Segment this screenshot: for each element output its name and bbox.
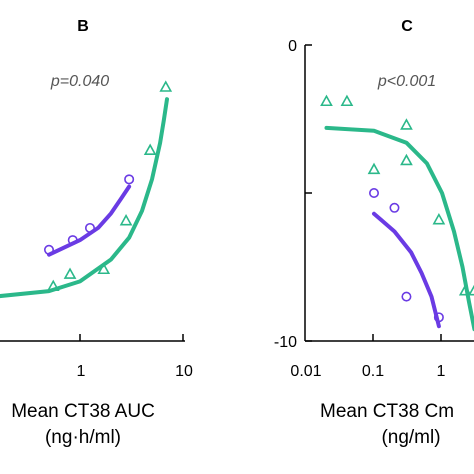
panel-c-fit-line-triangle [324, 125, 474, 332]
panel-c-point-circle [389, 202, 400, 213]
panel-c-x-tick-label: 0.01 [290, 363, 321, 380]
panel-b-x-tick-label: 1 [77, 363, 86, 380]
panel-c-point-triangle [400, 118, 413, 130]
panel-c-point-triangle [320, 94, 333, 107]
panel-b-x-label-unit: (ng·h/ml) [45, 427, 121, 448]
panel-b-point-triangle [97, 262, 111, 275]
panel-c-x-tick-label: 0.1 [362, 363, 384, 380]
panel-c-point-circle [401, 291, 412, 302]
panel-c-x-label: Mean CT38 Cm [320, 401, 454, 422]
panel-c-letter: C [401, 18, 413, 35]
panel-b-point-triangle [159, 80, 173, 92]
panel-c-y-tick-label: -10 [274, 334, 297, 351]
panel-c-point-triangle [432, 212, 446, 225]
panel-b-annotation: p=0.040 [50, 73, 109, 90]
panel-b-fit-line-circle [47, 184, 132, 257]
panel-c-x-tick-label: 1 [437, 363, 446, 380]
panel-b-point-triangle [46, 279, 60, 292]
panel-b-point-triangle [143, 143, 157, 155]
panel-b-plot-area [0, 80, 173, 299]
panel-b-point-triangle [119, 214, 133, 226]
panel-b-fit-line-triangle [0, 97, 169, 299]
panel-c-point-circle [433, 312, 444, 323]
panel-c-point-triangle [468, 284, 474, 296]
panel-c-fit-line-circle [372, 211, 441, 329]
panel-c-y-tick-label: 0 [288, 38, 297, 55]
panel-c-point-triangle [400, 153, 413, 166]
panel-b-point-circle [84, 222, 95, 233]
panel-b-point-triangle [63, 267, 77, 279]
panel-c-point-triangle [458, 284, 472, 296]
panel-b-x-tick-label: 10 [175, 363, 193, 380]
panel-c-point-triangle [340, 94, 354, 107]
panel-b-point-circle [124, 174, 135, 185]
panel-b-letter: B [77, 18, 89, 35]
panel-b-point-circle [67, 235, 78, 246]
panel-c-plot-area [320, 94, 474, 332]
panel-c-point-circle [368, 188, 379, 199]
panel-b-point-circle [43, 244, 54, 255]
panel-c-point-triangle [367, 162, 381, 175]
panel-c-annotation: p<0.001 [377, 73, 436, 90]
panel-c-x-label-unit: (ng/ml) [381, 427, 440, 448]
panel-b-x-label: Mean CT38 AUC [11, 401, 155, 422]
